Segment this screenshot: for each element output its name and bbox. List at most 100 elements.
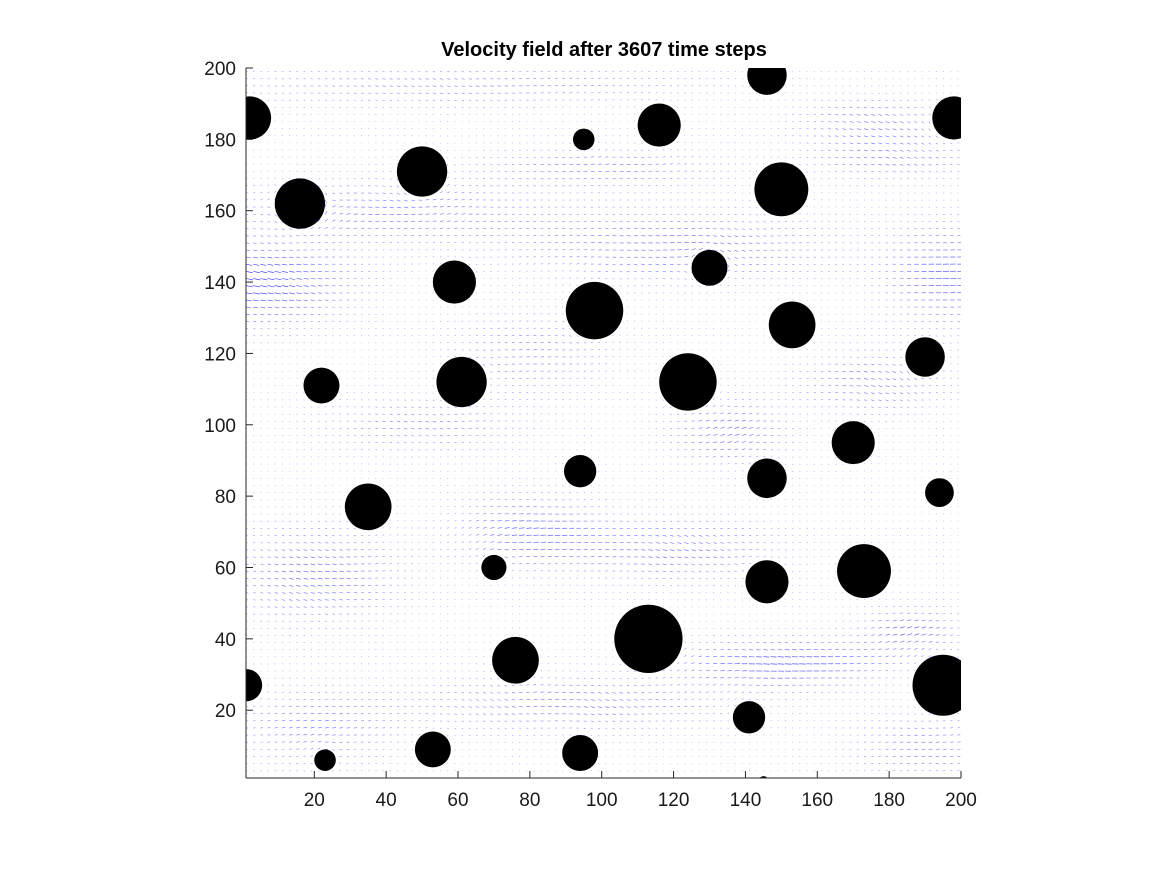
velocity-arrow	[339, 391, 341, 393]
velocity-arrow	[425, 392, 428, 394]
velocity-arrow	[641, 699, 645, 701]
velocity-arrow	[504, 556, 508, 559]
velocity-arrow	[281, 719, 286, 722]
velocity-arrow	[633, 713, 638, 715]
velocity-arrow	[720, 577, 723, 580]
velocity-arrow	[461, 555, 464, 558]
velocity-arrow	[339, 513, 341, 515]
velocity-arrow	[461, 727, 464, 729]
velocity-arrow	[461, 513, 464, 515]
velocity-arrow	[799, 563, 801, 565]
velocity-arrow	[705, 613, 708, 615]
velocity-arrow	[339, 542, 343, 544]
velocity-arrow	[878, 670, 882, 672]
velocity-arrow	[727, 535, 731, 537]
velocity-arrow	[748, 606, 751, 608]
velocity-arrow	[612, 620, 614, 622]
velocity-arrow	[267, 556, 271, 558]
velocity-arrow	[303, 705, 307, 707]
velocity-arrow	[914, 598, 916, 600]
velocity-arrow	[418, 435, 422, 437]
velocity-arrow	[662, 406, 665, 408]
velocity-arrow	[274, 698, 277, 700]
velocity-arrow	[396, 734, 399, 736]
velocity-arrow	[547, 548, 553, 550]
velocity-arrow	[303, 535, 307, 537]
velocity-arrow	[720, 448, 724, 451]
velocity-arrow	[253, 556, 256, 558]
velocity-arrow	[605, 670, 608, 672]
velocity-arrow	[885, 612, 889, 615]
velocity-arrow	[748, 441, 753, 443]
velocity-arrow	[928, 641, 933, 643]
velocity-arrow	[324, 563, 330, 565]
velocity-arrow	[734, 455, 738, 458]
velocity-arrow	[691, 585, 694, 587]
velocity-arrow	[289, 570, 294, 573]
velocity-arrow	[260, 712, 263, 715]
velocity-arrow	[705, 570, 709, 573]
velocity-arrow	[712, 570, 716, 573]
velocity-arrow	[655, 556, 660, 558]
velocity-arrow	[705, 662, 710, 665]
velocity-arrow	[899, 626, 905, 629]
velocity-arrow	[411, 428, 415, 430]
velocity-arrow	[454, 563, 456, 565]
velocity-arrow	[705, 535, 710, 537]
velocity-arrow	[713, 705, 716, 707]
velocity-arrow	[547, 691, 552, 693]
velocity-arrow	[641, 706, 645, 708]
velocity-arrow	[705, 434, 711, 436]
velocity-arrow	[439, 556, 442, 558]
velocity-arrow	[878, 413, 881, 416]
velocity-arrow	[662, 606, 664, 608]
velocity-arrow	[454, 541, 457, 543]
velocity-arrow	[914, 591, 916, 593]
velocity-arrow	[698, 592, 701, 594]
velocity-arrow	[490, 706, 494, 708]
velocity-arrow	[317, 599, 322, 601]
velocity-arrow	[526, 577, 528, 579]
velocity-arrow	[871, 428, 873, 430]
velocity-arrow	[799, 570, 801, 573]
velocity-arrow	[605, 713, 609, 716]
velocity-arrow	[310, 606, 314, 608]
velocity-arrow	[612, 649, 614, 651]
velocity-arrow	[748, 462, 751, 465]
velocity-arrow	[734, 542, 738, 544]
velocity-arrow	[899, 648, 904, 650]
velocity-arrow	[332, 769, 334, 772]
velocity-arrow	[957, 656, 959, 658]
velocity-arrow	[475, 706, 480, 708]
velocity-arrow	[720, 535, 724, 537]
velocity-arrow	[727, 441, 732, 443]
velocity-arrow	[763, 727, 765, 729]
velocity-arrow	[626, 713, 631, 715]
velocity-arrow	[403, 520, 406, 522]
velocity-arrow	[396, 406, 400, 408]
velocity-arrow	[562, 492, 565, 494]
velocity-arrow	[935, 634, 940, 636]
velocity-arrow	[526, 556, 531, 558]
velocity-arrow	[619, 720, 623, 722]
velocity-arrow	[705, 441, 710, 443]
velocity-arrow	[303, 733, 308, 736]
velocity-arrow	[411, 527, 413, 529]
velocity-arrow	[540, 691, 545, 693]
velocity-arrow	[389, 420, 393, 422]
velocity-arrow	[317, 542, 322, 544]
velocity-arrow	[720, 426, 725, 429]
velocity-arrow	[669, 677, 673, 679]
velocity-arrow	[490, 548, 494, 550]
velocity-arrow	[612, 677, 615, 680]
velocity-arrow	[569, 492, 572, 494]
velocity-arrow	[648, 556, 653, 558]
velocity-arrow	[727, 670, 733, 672]
velocity-arrow	[418, 556, 421, 558]
velocity-arrow	[605, 734, 607, 737]
velocity-arrow	[713, 662, 718, 665]
velocity-arrow	[260, 670, 262, 672]
velocity-arrow	[598, 684, 601, 687]
velocity-arrow	[483, 527, 487, 529]
velocity-arrow	[720, 412, 724, 415]
